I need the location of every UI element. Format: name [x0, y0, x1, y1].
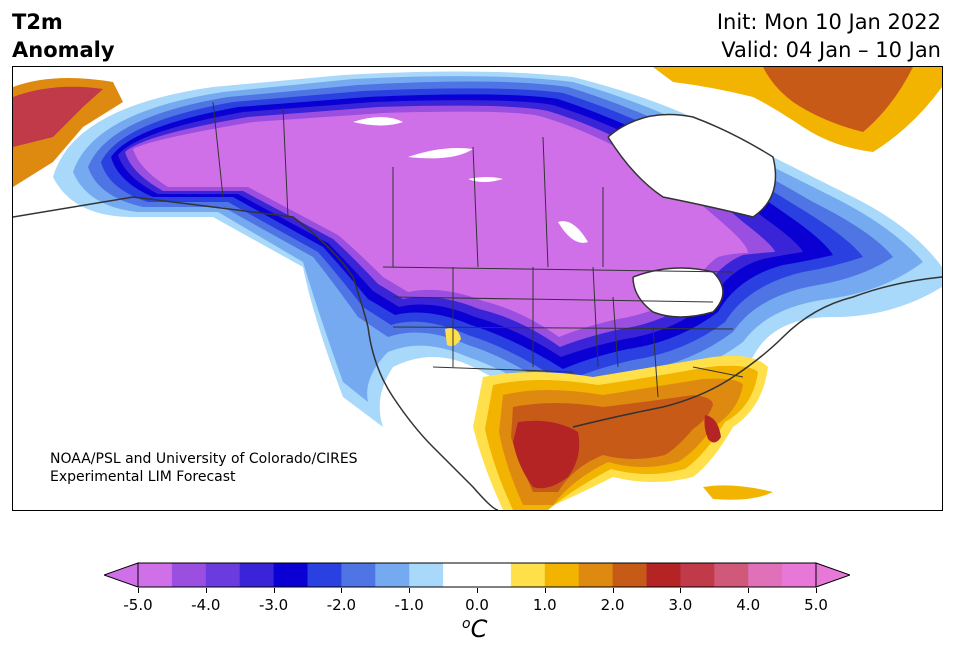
colorbar-tick-label: 1.0 — [532, 596, 557, 614]
colorbar-cell — [375, 563, 410, 587]
colorbar-tick-label: -3.0 — [258, 596, 289, 614]
alaska-warm-core — [13, 86, 103, 147]
colorbar-cell — [646, 563, 681, 587]
title-line-1: T2m — [12, 10, 63, 34]
colorbar-tick-label: 5.0 — [804, 596, 828, 614]
colorbar-cell — [239, 563, 275, 587]
colorbar-tick-mark — [680, 588, 682, 593]
lake-3 — [468, 177, 503, 182]
colorbar-cell — [544, 563, 580, 587]
colorbar-extend-high — [815, 562, 850, 588]
colorbar-tick-mark — [341, 588, 343, 593]
political-borders — [212, 101, 744, 398]
colorbar-tick-mark — [612, 588, 614, 593]
colorbar-tick-label: 2.0 — [600, 596, 625, 614]
colorbar-tick-label: 3.0 — [668, 596, 693, 614]
valid-range: Valid: 04 Jan – 10 Jan — [721, 38, 941, 62]
colorbar-extend-low — [104, 562, 139, 588]
colorbar-tick-label: -2.0 — [326, 596, 357, 614]
title-line-2: Anomaly — [12, 38, 115, 62]
colorbar-outline — [137, 562, 817, 588]
colorbar-tick-label: -5.0 — [123, 596, 153, 614]
colorbar-tick-label: -1.0 — [394, 596, 424, 614]
colorbar-tick-mark — [544, 588, 546, 593]
lake-4 — [558, 221, 588, 243]
colorbar-tick-mark — [748, 588, 750, 593]
colorbar-cell — [748, 563, 783, 587]
colorbar-cell — [171, 563, 207, 587]
colorbar-tick-mark — [273, 588, 275, 593]
colorbar-cell — [510, 563, 546, 587]
florida-warm-core — [704, 415, 721, 443]
hudson-bay — [608, 114, 776, 217]
colorbar-cell — [782, 563, 817, 587]
lake-1 — [353, 117, 403, 126]
colorbar-ticks: -5.0 -4.0 -3.0 -2.0 -1.0 0.0 1.0 2.0 3.0 4.0 5.0 — [0, 588, 953, 616]
colorbar-tick-mark — [477, 588, 478, 593]
colorbar-cell — [138, 563, 173, 587]
unit-degree-sign: o — [462, 616, 471, 632]
colorbar-cell — [307, 563, 342, 587]
colorbar-tick-mark — [138, 588, 139, 593]
colorbar-cell — [477, 563, 512, 587]
colorbar-cell — [409, 563, 444, 587]
colorbar-tick-label: 0.0 — [465, 596, 489, 614]
colorbar-cell — [714, 563, 749, 587]
credit-line-1: NOAA/PSL and University of Colorado/CIRE… — [50, 451, 358, 467]
colorbar-cell — [205, 563, 241, 587]
coastlines — [13, 113, 942, 510]
colorbar — [104, 562, 850, 588]
cuba-warm — [703, 485, 773, 500]
colorbar-cell — [612, 563, 647, 587]
forecast-dates: Init: Mon 10 Jan 2022 Valid: 04 Jan – 10… — [717, 8, 941, 64]
colorbar-cell — [341, 563, 376, 587]
strong-cold-core — [133, 111, 748, 337]
colorbar-tick-mark — [205, 588, 207, 593]
colorbar-cell — [578, 563, 614, 587]
map-title: T2m Anomaly — [12, 8, 115, 64]
map-svg — [13, 67, 942, 510]
credit-text: NOAA/PSL and University of Colorado/CIRE… — [50, 450, 358, 486]
greenland-warm-core — [763, 67, 913, 132]
credit-line-2: Experimental LIM Forecast — [50, 469, 236, 485]
texas-warm-core — [513, 420, 580, 489]
mexico-pacific — [393, 417, 503, 510]
colorbar-unit: oC — [462, 615, 487, 643]
colorbar-tick-label: -4.0 — [191, 596, 221, 614]
init-date: Init: Mon 10 Jan 2022 — [716, 10, 941, 34]
unit-letter: C — [470, 615, 488, 643]
great-lakes — [633, 268, 723, 317]
colorbar-tick-mark — [816, 588, 817, 593]
anomaly-map: NOAA/PSL and University of Colorado/CIRE… — [12, 66, 943, 511]
colorbar-cell — [680, 563, 715, 587]
colorbar-cell — [443, 563, 478, 587]
colorbar-tick-mark — [409, 588, 411, 593]
colorbar-tick-label: 4.0 — [736, 596, 761, 614]
colorbar-cell — [273, 563, 308, 587]
lake-2 — [408, 148, 473, 159]
